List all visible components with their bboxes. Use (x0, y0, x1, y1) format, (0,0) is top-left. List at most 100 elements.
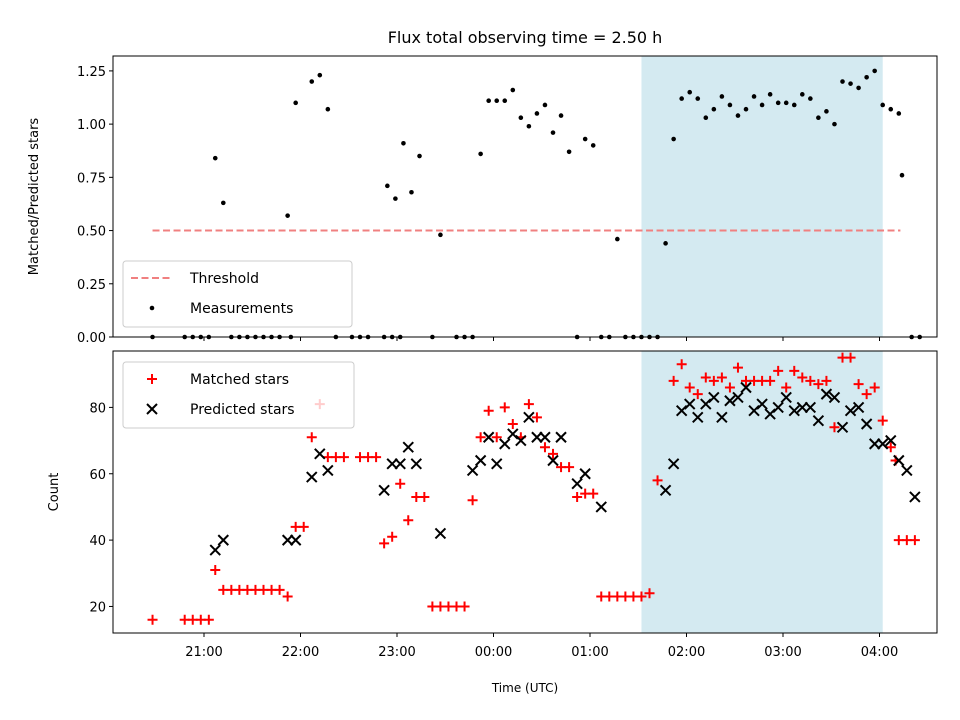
measurement-point (438, 232, 443, 238)
matched-stars-point (829, 422, 840, 433)
matched-stars-point (548, 448, 559, 459)
measurement-point (212, 155, 218, 161)
measurement-point (401, 140, 406, 146)
x-tick-label: 04:00 (861, 645, 898, 660)
y-axis-label: Matched/Predicted stars (27, 118, 42, 276)
x-tick-label: 23:00 (378, 645, 415, 660)
matched-stars-point (203, 614, 214, 625)
predicted-stars-point (474, 454, 487, 467)
y-tick-label: 80 (89, 401, 106, 416)
matched-stars-point (684, 382, 695, 393)
predicted-stars-point (732, 391, 744, 404)
measurement-point (703, 115, 709, 121)
matched-stars-point (821, 375, 832, 386)
matched-stars-point (853, 379, 864, 390)
y-tick-label: 0.50 (77, 225, 106, 240)
measurement-point (393, 196, 398, 201)
y-tick-label: 40 (89, 534, 106, 549)
predicted-stars-point (844, 405, 857, 417)
predicted-stars-point (788, 405, 800, 417)
predicted-stars-point (667, 458, 680, 470)
matched-stars-point (499, 402, 510, 413)
measurement-point (856, 85, 861, 91)
matched-stars-point (507, 418, 518, 429)
matched-stars-point (845, 352, 856, 363)
matched-stars-point (491, 432, 502, 443)
x-axis-label: Time (UTC) (491, 681, 558, 695)
measurement-point (409, 189, 414, 195)
matched-stars-point (403, 515, 414, 526)
predicted-stars-point (812, 414, 825, 427)
measurement-point (848, 81, 853, 86)
measurement-point (518, 115, 524, 121)
measurement-point (542, 102, 548, 108)
legend: Matched stars Predicted stars (122, 361, 355, 429)
matched-stars-point (636, 591, 647, 602)
matched-stars-point (724, 382, 735, 393)
chart-title: Flux total observing time = 2.50 h (388, 28, 663, 47)
predicted-stars-point (523, 411, 535, 424)
x-tick-label: 22:00 (282, 645, 319, 660)
measurement-point (816, 115, 821, 121)
predicted-stars-point (539, 431, 551, 443)
y-tick-label: 1.25 (77, 65, 106, 80)
matched-stars-point (716, 372, 727, 383)
measurement-point (550, 130, 556, 135)
matched-stars-point (789, 365, 800, 376)
measurement-point (534, 111, 540, 116)
matched-stars-point (773, 365, 784, 376)
measurement-point (759, 102, 765, 108)
measurement-point (896, 111, 902, 116)
measurement-point (285, 213, 290, 218)
legend-entry-label: Threshold (189, 271, 259, 287)
predicted-stars-point (402, 441, 414, 453)
predicted-stars-point (314, 448, 326, 460)
matched-stars-point (877, 415, 888, 426)
matched-stars-point (298, 521, 309, 532)
y-tick-label: 60 (89, 468, 106, 483)
axes-frame (112, 55, 938, 338)
measurement-point (417, 153, 422, 159)
predicted-stars-point (860, 418, 873, 430)
measurement-point (751, 94, 757, 99)
predicted-stars-point (659, 484, 672, 497)
matched-stars-point (797, 372, 808, 383)
predicted-stars-point (289, 534, 302, 546)
legend-box (122, 260, 353, 328)
matched-stars-point (387, 531, 398, 542)
predicted-stars-point (901, 464, 913, 477)
matched-stars-point (539, 442, 550, 453)
x-tick-label: 21:00 (185, 645, 222, 660)
y-axis-label: Count (47, 473, 62, 512)
measurement-point (783, 100, 789, 106)
matched-stars-point (572, 491, 583, 502)
measurement-point (526, 123, 532, 129)
measurement-point (695, 96, 701, 101)
predicted-stars-point (893, 454, 905, 467)
measurement-point (767, 92, 773, 97)
predicted-stars-point (772, 401, 784, 414)
matched-stars-point (588, 488, 599, 499)
measurement-point (486, 98, 491, 104)
predicted-stars-point (579, 468, 591, 480)
measurement-point (800, 92, 805, 97)
measurement-point (711, 106, 717, 112)
measurement-point (791, 102, 797, 108)
matched-stars-point (147, 614, 158, 625)
y-tick-label: 0.00 (77, 331, 106, 346)
axes-frame (112, 350, 938, 634)
measurement-point (478, 151, 483, 157)
predicted-stars-point (209, 544, 221, 556)
predicted-stars-point (378, 484, 390, 497)
predicted-stars-point (877, 438, 889, 450)
measurement-point (840, 79, 845, 84)
measurement-point (566, 149, 572, 155)
matched-stars-point (419, 491, 430, 502)
measurement-point (719, 94, 725, 99)
predicted-stars-point (322, 464, 334, 477)
matched-stars-point (644, 588, 655, 599)
predicted-stars-point (410, 458, 423, 470)
matched-stars-point (700, 372, 711, 383)
predicted-stars-point (852, 401, 865, 414)
matched-stars-point (282, 591, 293, 602)
